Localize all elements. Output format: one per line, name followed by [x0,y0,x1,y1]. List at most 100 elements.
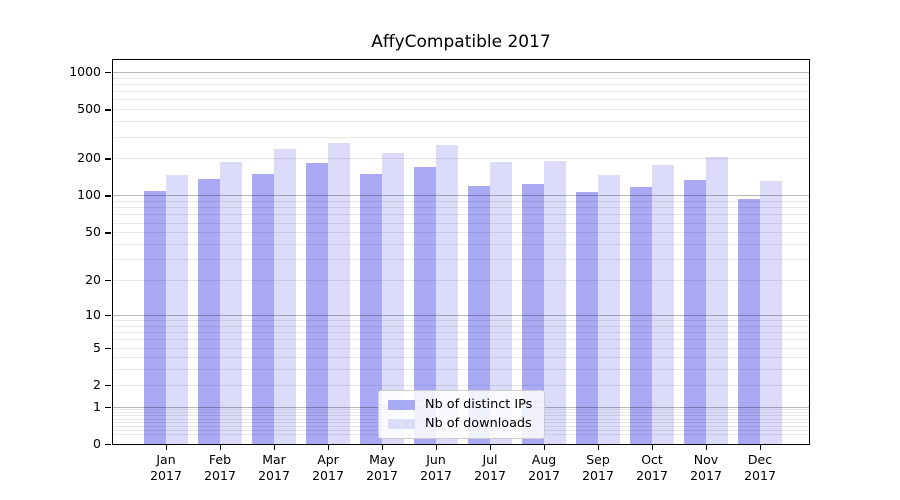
bar-may-downloads [382,153,404,444]
y-tick-label: 1 [93,398,101,414]
y-tick-label: 10 [85,306,101,322]
bar-mar-distinct-ips [252,174,274,444]
x-tick-year: 2017 [312,468,344,483]
bar-jun-downloads [436,144,458,444]
bar-jan-distinct-ips [144,190,166,444]
major-gridline [113,314,809,316]
minor-gridline [113,339,809,341]
bar-feb-downloads [220,162,242,444]
y-tick-label: 1000 [69,63,101,79]
x-tick-label-aug: Aug 2017 [516,452,572,484]
x-tick-month: Dec [747,452,773,467]
x-tick-mark [328,445,330,450]
x-tick-month: Feb [208,452,232,467]
bar-nov-downloads [706,156,728,444]
minor-gridline [113,244,809,245]
minor-gridline [113,77,809,79]
minor-gridline [113,99,809,101]
x-tick-month: Jan [156,452,176,467]
x-tick-year: 2017 [744,468,776,483]
minor-gridline [113,357,809,359]
y-tick-mark [105,71,111,74]
legend-item-distinct-ips: Nb of distinct IPs [388,398,532,412]
x-tick-label-nov: Nov 2017 [678,452,734,484]
x-tick-mark [490,445,492,450]
minor-gridline [113,136,809,138]
minor-gridline [113,369,809,371]
x-tick-mark [166,445,168,450]
x-tick-mark [274,445,276,450]
minor-gridline [113,384,809,386]
bar-may-distinct-ips [360,173,382,444]
legend-label-downloads: Nb of downloads [425,416,532,431]
bar-jul-downloads [490,162,512,444]
minor-gridline [113,91,809,93]
minor-gridline [113,347,809,349]
x-tick-label-sep: Sep 2017 [570,452,626,484]
x-tick-mark [544,445,546,450]
bar-oct-downloads [652,164,674,444]
bar-mar-downloads [274,148,296,444]
x-tick-label-jan: Jan 2017 [138,452,194,484]
plot-area: Nb of distinct IPs Nb of downloads [112,59,810,445]
y-tick-label: 2 [93,376,101,392]
legend: Nb of distinct IPs Nb of downloads [378,390,546,439]
y-tick-label: 500 [77,101,101,117]
x-tick-label-oct: Oct 2017 [624,452,680,484]
x-tick-month: May [369,452,395,467]
x-tick-month: Oct [641,452,663,467]
bar-sep-distinct-ips [576,191,598,444]
minor-gridline [113,83,809,85]
x-tick-month: Mar [262,452,286,467]
y-tick-mark [105,314,111,317]
minor-gridline [113,332,809,334]
y-tick-mark [105,384,111,387]
y-tick-mark [105,195,111,197]
x-tick-year: 2017 [258,468,290,483]
minor-gridline [113,109,809,111]
x-tick-label-feb: Feb 2017 [192,452,248,484]
minor-gridline [113,259,809,261]
bar-jan-downloads [166,174,188,444]
bar-jul-distinct-ips [468,185,490,444]
minor-gridline [113,207,809,209]
minor-gridline [113,325,809,327]
x-tick-year: 2017 [420,468,452,483]
y-tick-label: 5 [93,339,101,355]
major-gridline [113,71,809,73]
minor-gridline [113,158,809,160]
x-tick-year: 2017 [204,468,236,483]
x-tick-label-jul: Jul 2017 [462,452,518,484]
y-tick-label: 50 [85,224,101,240]
legend-item-downloads: Nb of downloads [388,417,532,431]
x-tick-mark [652,445,654,450]
x-tick-month: Aug [531,452,557,467]
y-tick-mark [105,406,111,409]
gridlines-layer [113,60,809,444]
bar-apr-downloads [328,143,350,444]
minor-gridline [113,214,809,216]
x-tick-mark [382,445,384,450]
x-tick-year: 2017 [150,468,182,483]
x-tick-label-jun: Jun 2017 [408,452,464,484]
legend-swatch-downloads [388,419,415,429]
bar-dec-downloads [760,180,782,444]
y-tick-mark [105,280,111,282]
y-tick-label: 20 [85,272,101,288]
minor-gridline [113,232,809,234]
x-tick-mark [220,445,222,450]
x-tick-year: 2017 [528,468,560,483]
minor-gridline [113,201,809,203]
minor-gridline [113,320,809,321]
y-tick-mark [105,347,111,349]
major-gridline [113,195,809,197]
y-tick-mark [105,444,111,446]
bar-aug-downloads [544,161,566,444]
bar-nov-distinct-ips [684,179,706,444]
bar-sep-downloads [598,174,620,444]
bars-layer [113,60,809,444]
x-tick-year: 2017 [474,468,506,483]
x-tick-mark [706,445,708,450]
x-tick-year: 2017 [690,468,722,483]
x-tick-month: Sep [586,452,610,467]
